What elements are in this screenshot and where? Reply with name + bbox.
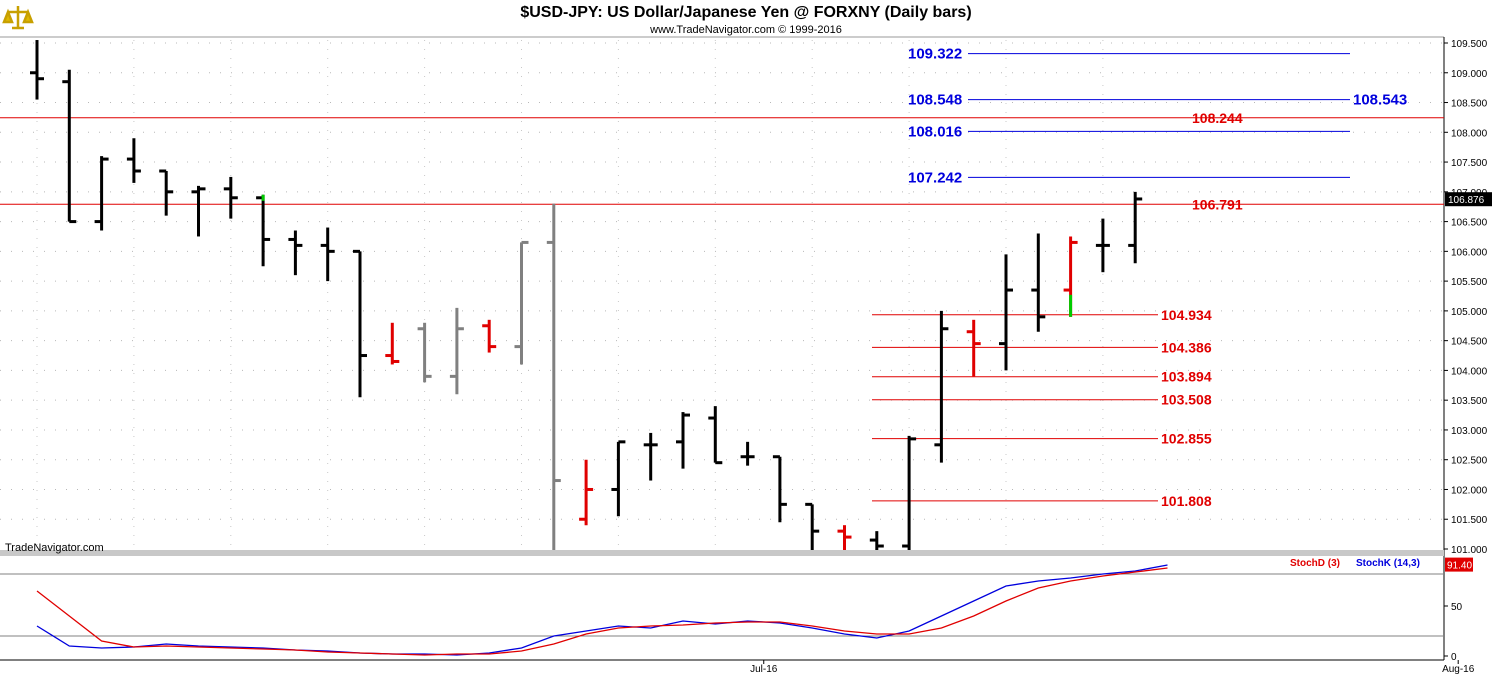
y-tick-label: 109.500	[1451, 39, 1488, 50]
legend-stochd: StochD (3)	[1290, 558, 1340, 569]
y-tick-label: 103.000	[1451, 426, 1488, 437]
stoch-series-line	[36, 567, 1168, 656]
red-level-label: 103.894	[1161, 369, 1212, 385]
chart-title: $USD-JPY: US Dollar/Japanese Yen @ FORXN…	[520, 4, 971, 21]
y-tick-label: 105.000	[1451, 307, 1488, 318]
y-tick-label: 105.500	[1451, 277, 1488, 288]
blue-level-label: 108.548	[908, 92, 962, 109]
y-tick-label: 104.000	[1451, 366, 1488, 377]
price-bars	[30, 40, 1143, 550]
stoch-tick-label: 50	[1451, 602, 1463, 613]
level-lines: 108.244 106.791 109.322 108.548 108.543 108.0…	[0, 46, 1444, 509]
y-tick-label: 101.500	[1451, 515, 1488, 526]
y-tick-label: 102.000	[1451, 485, 1488, 496]
stoch-series-line	[36, 564, 1168, 656]
y-tick-label: 104.500	[1451, 337, 1488, 348]
stoch-last-tag	[1445, 557, 1473, 572]
y-tick-label: 109.000	[1451, 69, 1488, 80]
red-level-label: 106.791	[1192, 196, 1243, 212]
last-price-tag	[1445, 192, 1492, 207]
panel-divider[interactable]	[0, 550, 1444, 556]
red-level-label: 104.934	[1161, 307, 1212, 323]
y-tick-label: 101.000	[1451, 545, 1488, 556]
scales-icon	[2, 4, 34, 32]
y-tick-label: 108.500	[1451, 99, 1488, 110]
x-tick-label: Jul-16	[750, 664, 778, 675]
blue-level-label: 109.322	[908, 46, 962, 63]
x-tick-label: Aug-16	[1442, 664, 1475, 675]
stochastic-panel: 50 0 91.40	[36, 557, 1473, 663]
y-tick-label: 108.000	[1451, 128, 1488, 139]
blue-level-label: 108.016	[908, 123, 962, 140]
blue-level-right-label: 108.543	[1353, 92, 1407, 109]
y-tick-label: 106.000	[1451, 247, 1488, 258]
y-tick-label: 102.500	[1451, 456, 1488, 467]
stoch-legend: StochD (3) StochK (14,3)	[1290, 558, 1420, 569]
legend-stochk: StochK (14,3)	[1356, 558, 1420, 569]
y-tick-label: 106.500	[1451, 218, 1488, 229]
price-panel	[0, 36, 1445, 660]
red-level-label: 108.244	[1192, 110, 1243, 126]
watermark-text: TradeNavigator.com	[5, 542, 104, 554]
red-level-label: 103.508	[1161, 392, 1212, 408]
y-tick-label: 103.500	[1451, 396, 1488, 407]
stoch-last-label: 91.40	[1447, 561, 1472, 572]
red-level-label: 104.386	[1161, 339, 1212, 355]
price-axis[interactable]: 109.500109.000108.500108.000107.500107.0…	[1444, 39, 1492, 556]
last-price-label: 106.876	[1448, 195, 1485, 206]
blue-level-label: 107.242	[908, 169, 962, 186]
time-axis[interactable]: Jul-16 Aug-16	[750, 660, 1475, 675]
y-tick-label: 107.500	[1451, 158, 1488, 169]
stoch-tick-label: 0	[1451, 652, 1457, 663]
chart-subtitle: www.TradeNavigator.com © 1999-2016	[649, 24, 842, 36]
red-level-label: 101.808	[1161, 493, 1212, 509]
red-level-label: 102.855	[1161, 431, 1212, 447]
